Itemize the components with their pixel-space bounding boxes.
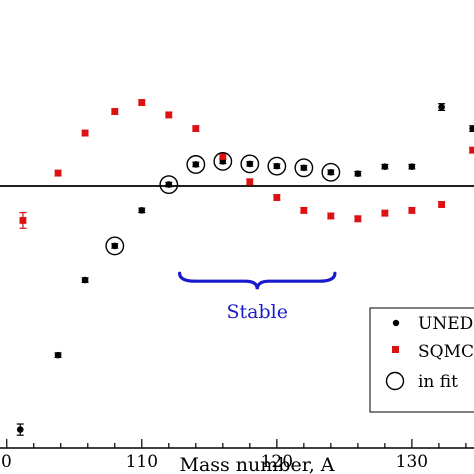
- sqmc-point: [408, 206, 416, 214]
- unedf-point: [381, 163, 389, 170]
- unedf-point: [192, 161, 200, 168]
- sqmc-point: [469, 146, 474, 154]
- unedf-marker: [111, 242, 119, 250]
- legend-in-fit-label: in fit: [418, 372, 458, 392]
- sqmc-marker: [54, 169, 62, 177]
- sqmc-point: [111, 108, 119, 115]
- sqmc-marker: [192, 125, 200, 132]
- sqmc-marker: [19, 217, 27, 224]
- unedf-marker: [81, 276, 89, 284]
- sqmc-marker: [273, 194, 281, 201]
- in-fit-markers: [105, 151, 341, 256]
- unedf-point: [138, 207, 146, 214]
- sqmc-marker: [469, 146, 474, 154]
- sqmc-marker: [300, 206, 308, 214]
- unedf-point: [438, 103, 446, 112]
- sqmc-point: [273, 194, 281, 201]
- sqmc-marker: [381, 209, 389, 217]
- in-fit-circle: [321, 162, 341, 182]
- sqmc-point: [300, 206, 308, 214]
- unedf-point: [354, 170, 362, 177]
- legend-unedf-label: UNEDF: [418, 314, 474, 334]
- legend-in-fit-marker: [385, 371, 405, 391]
- sqmc-point: [327, 212, 335, 220]
- sqmc-point: [19, 212, 27, 229]
- sqmc-marker: [438, 201, 445, 208]
- unedf-point: [165, 181, 173, 188]
- unedf-point: [111, 242, 119, 250]
- sqmc-point: [354, 215, 362, 223]
- sqmc-marker: [138, 99, 146, 106]
- unedf-marker: [408, 163, 416, 170]
- unedf-marker: [246, 160, 254, 168]
- sqmc-marker: [408, 206, 416, 214]
- legend-sqmc-label: SQMC: [418, 342, 474, 362]
- in-fit-circle: [186, 155, 206, 174]
- unedf-point: [273, 162, 281, 170]
- sqmc-point: [438, 201, 446, 208]
- legend: UNEDF SQMC in fit: [369, 307, 474, 413]
- x-tick-label: 130: [396, 452, 428, 472]
- unedf-point: [246, 160, 254, 168]
- legend-box: [369, 307, 474, 413]
- sqmc-point: [138, 99, 146, 106]
- stable-label: Stable: [227, 301, 288, 323]
- in-fit-circle: [213, 151, 233, 171]
- data-series: [16, 99, 474, 436]
- x-tick-label-edge: 0: [1, 452, 12, 472]
- unedf-marker: [165, 181, 173, 188]
- sqmc-point: [381, 209, 389, 217]
- unedf-point: [81, 276, 89, 284]
- unedf-point: [16, 423, 24, 436]
- sqmc-marker: [165, 111, 173, 119]
- unedf-marker: [192, 161, 200, 168]
- in-fit-circle: [105, 236, 125, 256]
- unedf-marker: [300, 164, 308, 172]
- sqmc-point: [165, 111, 173, 119]
- unedf-marker: [381, 163, 389, 170]
- sqmc-marker: [354, 215, 362, 223]
- in-fit-circle: [294, 158, 314, 178]
- sqmc-point: [192, 125, 200, 132]
- x-axis-ticks: 110 120 130 0: [1, 439, 467, 472]
- legend-unedf-marker: [392, 319, 400, 327]
- sqmc-point: [81, 129, 89, 137]
- unedf-marker: [469, 125, 474, 132]
- sqmc-marker: [111, 108, 119, 115]
- unedf-marker: [16, 426, 24, 433]
- sqmc-point: [246, 178, 254, 186]
- sqmc-point: [219, 152, 227, 160]
- in-fit-circle: [240, 154, 260, 174]
- unedf-point: [300, 164, 308, 172]
- unedf-marker: [354, 170, 362, 177]
- unedf-point: [54, 351, 62, 359]
- x-tick-label: 120: [261, 452, 293, 472]
- sqmc-marker: [219, 152, 227, 160]
- sqmc-marker: [246, 178, 254, 186]
- in-fit-circle: [159, 175, 179, 195]
- x-axis-label: Mass number, A: [179, 454, 334, 474]
- unedf-point: [408, 163, 416, 170]
- in-fit-circle: [267, 156, 287, 176]
- unedf-marker: [138, 207, 146, 214]
- unedf-point: [469, 125, 474, 132]
- unedf-marker: [438, 103, 445, 111]
- sqmc-point: [54, 169, 62, 177]
- legend-sqmc-marker: [392, 346, 399, 353]
- stable-brace: [178, 271, 337, 290]
- sqmc-marker: [327, 212, 335, 220]
- unedf-marker: [273, 162, 281, 170]
- x-tick-label: 110: [126, 452, 158, 472]
- unedf-marker: [327, 168, 335, 176]
- sqmc-marker: [81, 129, 89, 137]
- unedf-marker: [54, 351, 62, 359]
- unedf-point: [327, 168, 335, 176]
- stable-annotation: Stable: [178, 271, 337, 323]
